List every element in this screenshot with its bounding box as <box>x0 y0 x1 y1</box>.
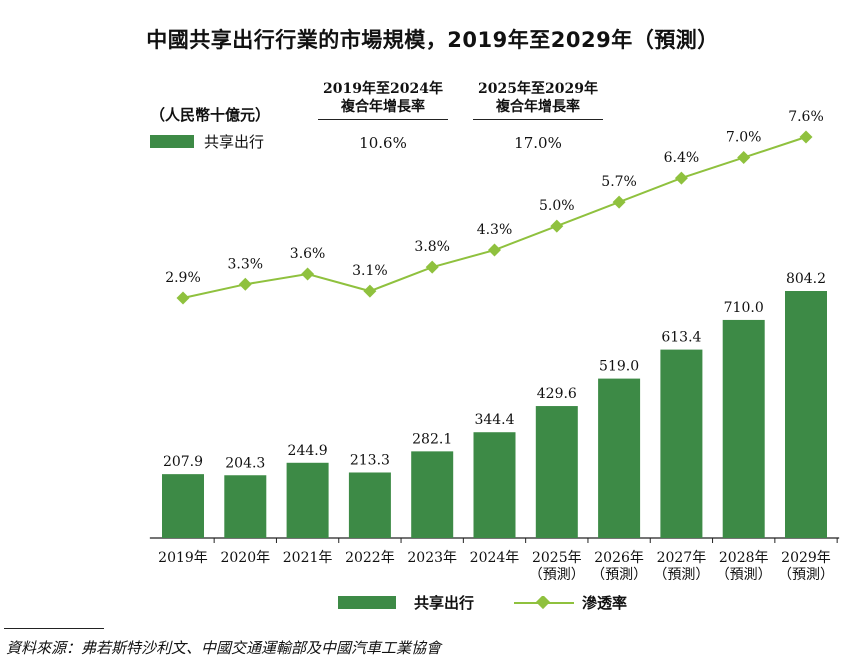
line-value-label-1: 3.3% <box>228 256 264 272</box>
legend-item-bar: 共享出行 <box>338 592 474 613</box>
line-value-label-7: 5.7% <box>601 174 637 190</box>
legend-line-label: 滲透率 <box>582 594 628 612</box>
legend-item-line: 滲透率 <box>512 592 627 613</box>
bar-8 <box>660 349 703 538</box>
line-marker-1 <box>238 277 252 291</box>
cagr-header-line2: 複合年增長率 <box>341 99 425 115</box>
bar-4 <box>411 451 454 538</box>
cagr-block-2025-2029: 2025年至2029年 複合年增長率 17.0% <box>473 80 603 152</box>
source-note: 資料來源：弗若斯特沙利文、中國交通運輸部及中國汽車工業協會 <box>6 639 442 657</box>
x-tick-label-9: 2028年 <box>719 550 769 566</box>
x-tick-label-5: 2024年 <box>470 550 520 566</box>
cagr-header-line1: 2025年至2029年 <box>478 81 598 97</box>
top-legend: 共享出行 <box>150 131 264 152</box>
bar-value-label-10: 804.2 <box>786 271 826 287</box>
bar-value-label-7: 519.0 <box>599 359 639 375</box>
cagr-header: 2025年至2029年 複合年增長率 <box>473 80 603 120</box>
bar-value-label-2: 244.9 <box>288 443 328 459</box>
line-marker-5 <box>488 243 501 257</box>
line-value-label-4: 3.8% <box>414 239 450 255</box>
line-marker-6 <box>550 219 564 233</box>
line-marker-0 <box>176 291 190 305</box>
legend-bar-swatch <box>338 596 396 609</box>
legend-line-swatch <box>514 595 574 609</box>
line-value-label-2: 3.6% <box>290 246 326 262</box>
line-marker-3 <box>363 284 377 298</box>
cagr-value: 10.6% <box>359 134 407 152</box>
bar-value-label-4: 282.1 <box>412 431 452 447</box>
x-tick-sublabel-8: （預測） <box>653 567 709 583</box>
bar-value-label-8: 613.4 <box>661 330 701 346</box>
source-divider <box>4 628 104 629</box>
bar-9 <box>722 319 765 538</box>
cagr-header: 2019年至2024年 複合年增長率 <box>318 80 448 120</box>
bar-value-label-1: 204.3 <box>225 455 265 471</box>
cagr-header-line1: 2019年至2024年 <box>323 81 443 97</box>
x-tick-label-1: 2020年 <box>220 550 270 566</box>
line-marker-9 <box>737 151 751 165</box>
x-tick-label-8: 2027年 <box>657 550 707 566</box>
line-marker-8 <box>674 171 688 185</box>
bar-value-label-9: 710.0 <box>724 300 764 316</box>
unit-label: （人民幣十億元） <box>150 106 271 124</box>
x-tick-label-2: 2021年 <box>283 550 333 566</box>
cagr-header-line2: 複合年增長率 <box>496 99 580 115</box>
bar-10 <box>785 291 827 538</box>
line-value-label-6: 5.0% <box>539 198 575 214</box>
bar-7 <box>598 378 641 538</box>
chart-title: 中國共享出行行業的市場規模，2019年至2029年（預測） <box>146 28 719 52</box>
top-legend-bar-swatch <box>150 135 194 148</box>
line-value-label-5: 4.3% <box>477 222 513 238</box>
line-value-label-10: 7.6% <box>788 109 824 125</box>
x-tick-sublabel-7: （預測） <box>591 567 647 583</box>
x-tick-label-0: 2019年 <box>158 550 208 566</box>
x-tick-label-3: 2022年 <box>345 550 395 566</box>
bar-3 <box>348 472 391 538</box>
bar-value-label-6: 429.6 <box>537 386 577 402</box>
legend-bar-label: 共享出行 <box>414 594 475 612</box>
x-tick-label-4: 2023年 <box>407 550 457 566</box>
top-legend-label: 共享出行 <box>204 133 265 151</box>
x-tick-label-6: 2025年 <box>532 550 582 566</box>
bar-0 <box>162 474 204 538</box>
bar-2 <box>286 462 329 538</box>
line-marker-10 <box>799 130 813 144</box>
bar-1 <box>224 475 267 538</box>
x-tick-label-10: 2029年 <box>781 550 831 566</box>
line-value-label-0: 2.9% <box>165 270 201 286</box>
bar-value-label-0: 207.9 <box>163 454 203 470</box>
line-value-label-8: 6.4% <box>664 150 700 166</box>
x-tick-sublabel-10: （預測） <box>778 567 834 583</box>
line-marker-7 <box>612 195 626 209</box>
x-tick-sublabel-9: （預測） <box>716 567 772 583</box>
cagr-block-2019-2024: 2019年至2024年 複合年增長率 10.6% <box>318 80 448 152</box>
bar-value-label-3: 213.3 <box>350 452 390 468</box>
line-value-label-3: 3.1% <box>352 263 388 279</box>
line-marker-4 <box>425 260 439 274</box>
cagr-value: 17.0% <box>514 134 562 152</box>
line-value-label-9: 7.0% <box>726 130 762 146</box>
penetration-line <box>182 136 807 299</box>
bar-5 <box>473 432 516 538</box>
line-marker-2 <box>301 267 315 281</box>
x-tick-label-7: 2026年 <box>594 550 644 566</box>
bar-value-label-5: 344.4 <box>474 412 514 428</box>
bar-6 <box>535 406 578 538</box>
x-tick-sublabel-6: （預測） <box>529 567 585 583</box>
